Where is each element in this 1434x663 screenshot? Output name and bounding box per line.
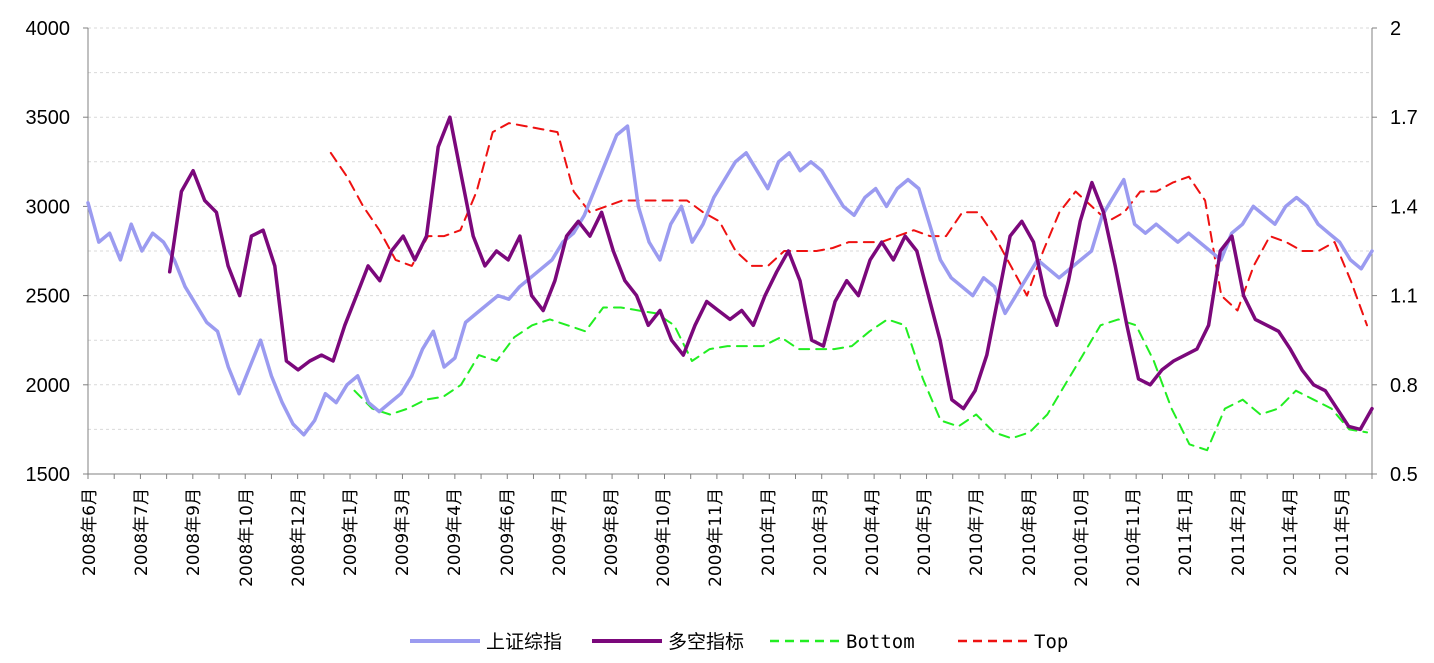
y-left-tick-label: 1500 [26,464,71,486]
x-tick-label: 2010年3月 [811,488,831,576]
legend-label: 多空指标 [668,631,744,653]
x-tick-label: 2009年7月 [550,488,570,576]
x-tick-label: 2011年1月 [1176,488,1196,576]
legend: 上证综指 多空指标 Bottom Top [410,631,1068,653]
x-tick-label: 2011年2月 [1229,488,1249,576]
x-tick-label: 2009年3月 [393,488,413,576]
y-left-tick-label: 4000 [26,18,71,40]
y-right-tick-label: 0.8 [1390,375,1418,397]
series-line-上证综指 [86,124,1374,437]
axes: 4000 3500 3000 2500 2000 1500 2 1.7 1.4 1.1 0.8 0.5… [26,18,1418,587]
x-tick-label: 2008年12月 [289,488,309,587]
series-line-Bottom [353,306,1368,452]
y-right-tick-label: 2 [1390,18,1401,40]
x-tick-label: 2010年8月 [1020,488,1040,576]
x-tick-label: 2011年5月 [1333,488,1353,576]
x-tick-label: 2009年11月 [706,488,726,587]
series-lines [86,115,1374,452]
x-tick-label: 2008年10月 [237,488,257,587]
y-left-tick-label: 3500 [26,107,71,129]
x-tick-label: 2009年1月 [341,488,361,576]
series-line-Top [329,122,1368,327]
x-tick-label: 2008年6月 [80,488,100,576]
x-tick-label: 2010年10月 [1072,488,1092,587]
y-right-tick-label: 1.7 [1390,107,1418,129]
y-right-tick-label: 0.5 [1390,464,1418,486]
x-tick-label: 2009年8月 [602,488,622,576]
legend-label: Bottom [846,631,915,653]
x-tick-label: 2011年4月 [1281,488,1301,576]
legend-label: Top [1034,631,1068,653]
x-tick-label: 2009年6月 [498,488,518,576]
x-tick-label: 2009年4月 [445,488,465,576]
x-tick-label: 2008年9月 [184,488,204,576]
x-tick-label: 2010年5月 [915,488,935,576]
y-left-tick-label: 2500 [26,286,71,308]
x-tick-label: 2010年7月 [967,488,987,576]
y-left-tick-label: 2000 [26,375,71,397]
y-right-tick-label: 1.4 [1390,196,1418,218]
y-left-tick-label: 3000 [26,196,71,218]
series-line-多空指标 [167,115,1374,432]
x-tick-label: 2010年4月 [863,488,883,576]
x-tick-label: 2009年10月 [654,488,674,587]
x-tick-label: 2010年1月 [759,488,779,576]
gridlines [88,27,1372,475]
x-tick-label: 2008年7月 [132,488,152,576]
y-right-tick-label: 1.1 [1390,286,1418,308]
x-tick-label: 2010年11月 [1124,488,1144,587]
legend-label: 上证综指 [486,631,562,653]
